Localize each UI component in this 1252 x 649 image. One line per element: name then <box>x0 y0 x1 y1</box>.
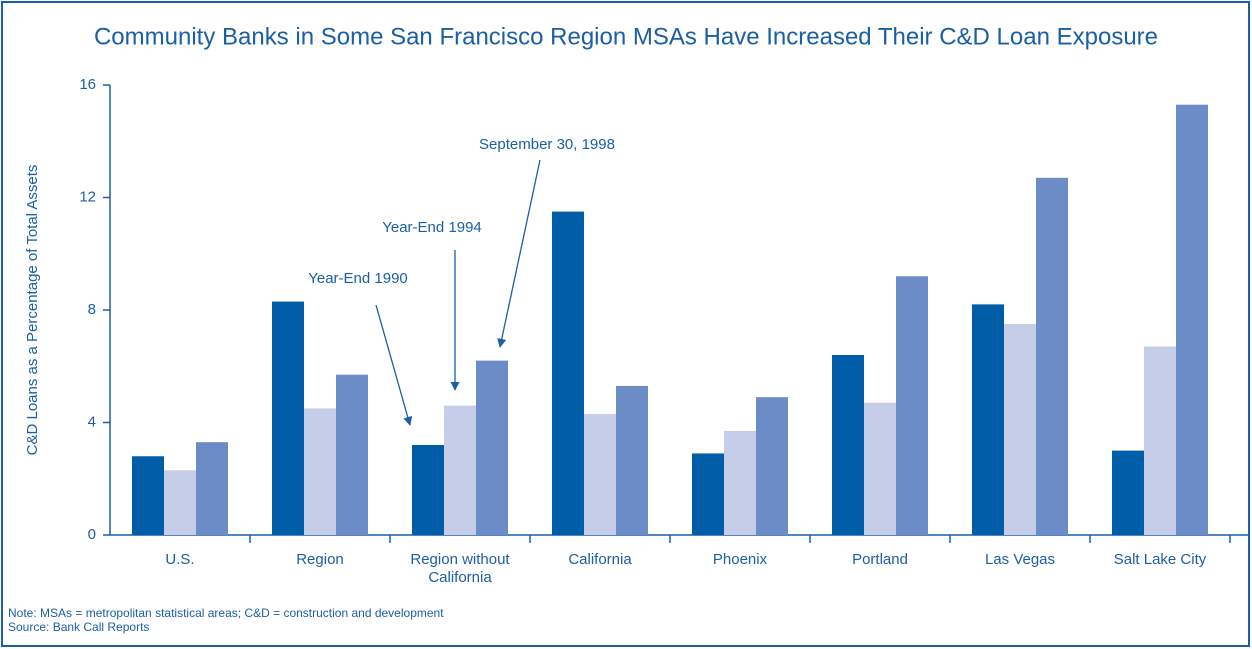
bar <box>724 430 756 535</box>
bar <box>864 402 896 535</box>
bar <box>832 355 864 535</box>
bar <box>132 456 164 535</box>
note: Source: Bank Call Reports <box>8 620 150 634</box>
chart-title: Community Banks in Some San Francisco Re… <box>94 23 1158 50</box>
bar <box>1004 324 1036 535</box>
bar <box>1176 104 1208 535</box>
annotation-arrow <box>375 304 413 426</box>
x-tick-label: Portland <box>852 551 908 568</box>
series-annotation: September 30, 1998 <box>479 136 615 153</box>
bar <box>412 445 444 535</box>
x-tick-label: Region <box>296 551 344 568</box>
bar <box>616 385 648 535</box>
bar <box>272 301 304 535</box>
x-tick-label: Phoenix <box>712 551 768 568</box>
bar <box>444 405 476 535</box>
x-tick-label: California <box>568 551 632 568</box>
bar <box>552 211 584 535</box>
bar <box>1036 177 1068 535</box>
y-tick-label: 4 <box>88 413 96 430</box>
bar <box>164 470 196 535</box>
bar <box>692 453 724 535</box>
x-tick-label: Las Vegas <box>984 551 1056 568</box>
bar <box>196 442 228 535</box>
series-annotation: Year-End 1990 <box>308 270 408 287</box>
x-tick-label: U.S. <box>165 551 195 568</box>
bar <box>476 360 508 535</box>
y-tick-label: 16 <box>79 76 96 93</box>
annotation-arrow <box>497 159 541 348</box>
bar <box>584 414 616 535</box>
x-tick-label: Salt Lake City <box>1113 551 1207 568</box>
y-tick-label: 12 <box>79 188 96 205</box>
bar <box>972 304 1004 535</box>
y-tick-label: 8 <box>88 301 96 318</box>
bar <box>304 408 336 535</box>
y-axis-label: C&D Loans as a Percentage of Total Asset… <box>24 165 41 456</box>
note: Note: MSAs = metropolitan statistical ar… <box>8 606 444 620</box>
bar <box>896 276 928 535</box>
bar <box>756 397 788 535</box>
y-tick-label: 0 <box>88 526 96 543</box>
bar <box>336 374 368 535</box>
bar <box>1144 346 1176 535</box>
x-tick-label: Region without California <box>410 551 510 586</box>
series-annotation: Year-End 1994 <box>382 219 482 236</box>
bar <box>1112 450 1144 535</box>
